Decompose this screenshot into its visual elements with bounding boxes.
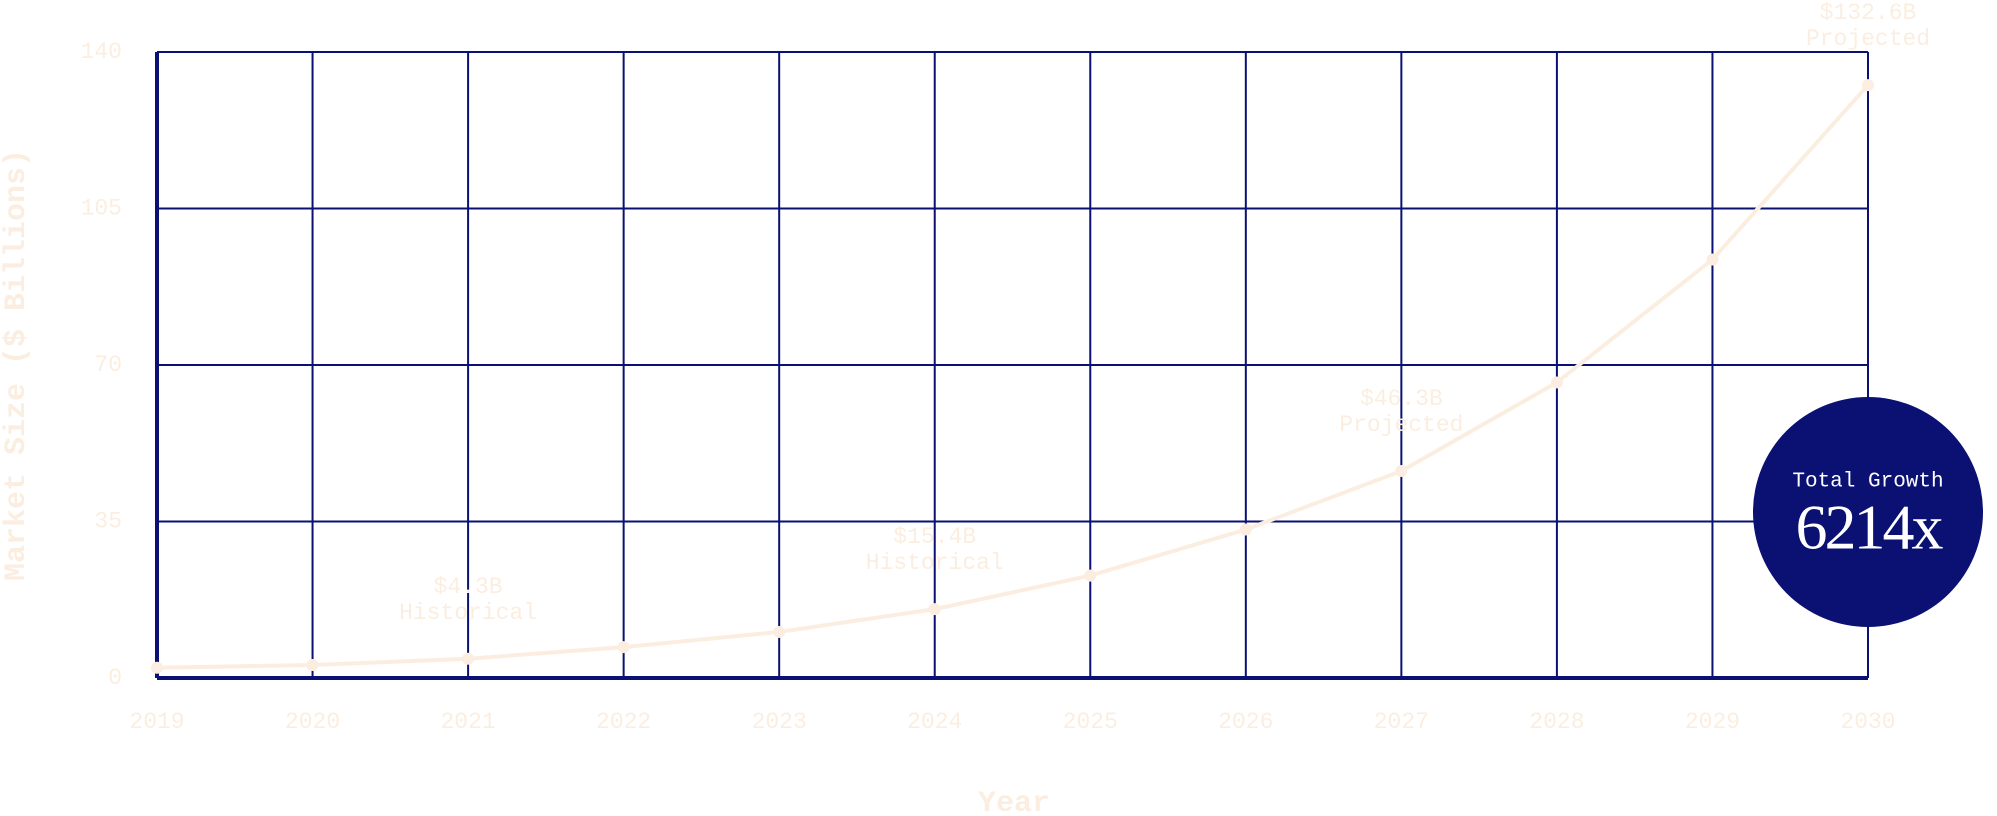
point [928,603,941,616]
x-tick-label: 2026 [1218,709,1273,735]
y-tick-label: 70 [94,352,122,378]
data-label: $15.4B [893,524,976,550]
x-tick-label: 2027 [1374,709,1429,735]
badge-value: 6214x [1796,492,1944,563]
x-tick-label: 2020 [285,709,340,735]
x-tick-label: 2024 [907,709,962,735]
y-tick-label: 140 [81,39,122,65]
phase-label: Projected [1806,26,1930,52]
x-tick-label: 2028 [1529,709,1584,735]
x-tick-label: 2030 [1840,709,1895,735]
point [1239,523,1252,536]
data-label: $132.6B [1820,0,1917,26]
point [1862,79,1874,92]
data-label: $4.3B [434,574,503,600]
point [1084,569,1097,582]
point [1706,253,1719,266]
y-tick-label: 105 [81,196,122,222]
point [151,661,163,674]
line [156,83,1870,670]
y-tick-label: 0 [108,665,122,691]
point [1395,464,1408,477]
x-tick-label: 2023 [752,709,807,735]
point [306,659,319,672]
y-tick-label: 35 [94,509,122,535]
x-tick-label: 2019 [129,709,184,735]
data-label: $46.3B [1360,386,1443,412]
point [1550,376,1563,389]
phase-label: Historical [399,600,537,626]
badge [1753,397,1983,627]
y-axis-title: Market Size ($ Billions) [0,149,34,581]
phase-label: Historical [866,550,1004,576]
x-tick-label: 2029 [1685,709,1740,735]
x-tick-label: 2021 [440,709,495,735]
badge-title: Total Growth [1792,471,1943,494]
x-tick-label: 2025 [1063,709,1118,735]
x-axis-title: Year [978,787,1050,811]
point [462,652,475,665]
phase-label: Projected [1339,412,1463,438]
x-tick-label: 2022 [596,709,651,735]
point [773,625,786,638]
point [617,641,630,654]
